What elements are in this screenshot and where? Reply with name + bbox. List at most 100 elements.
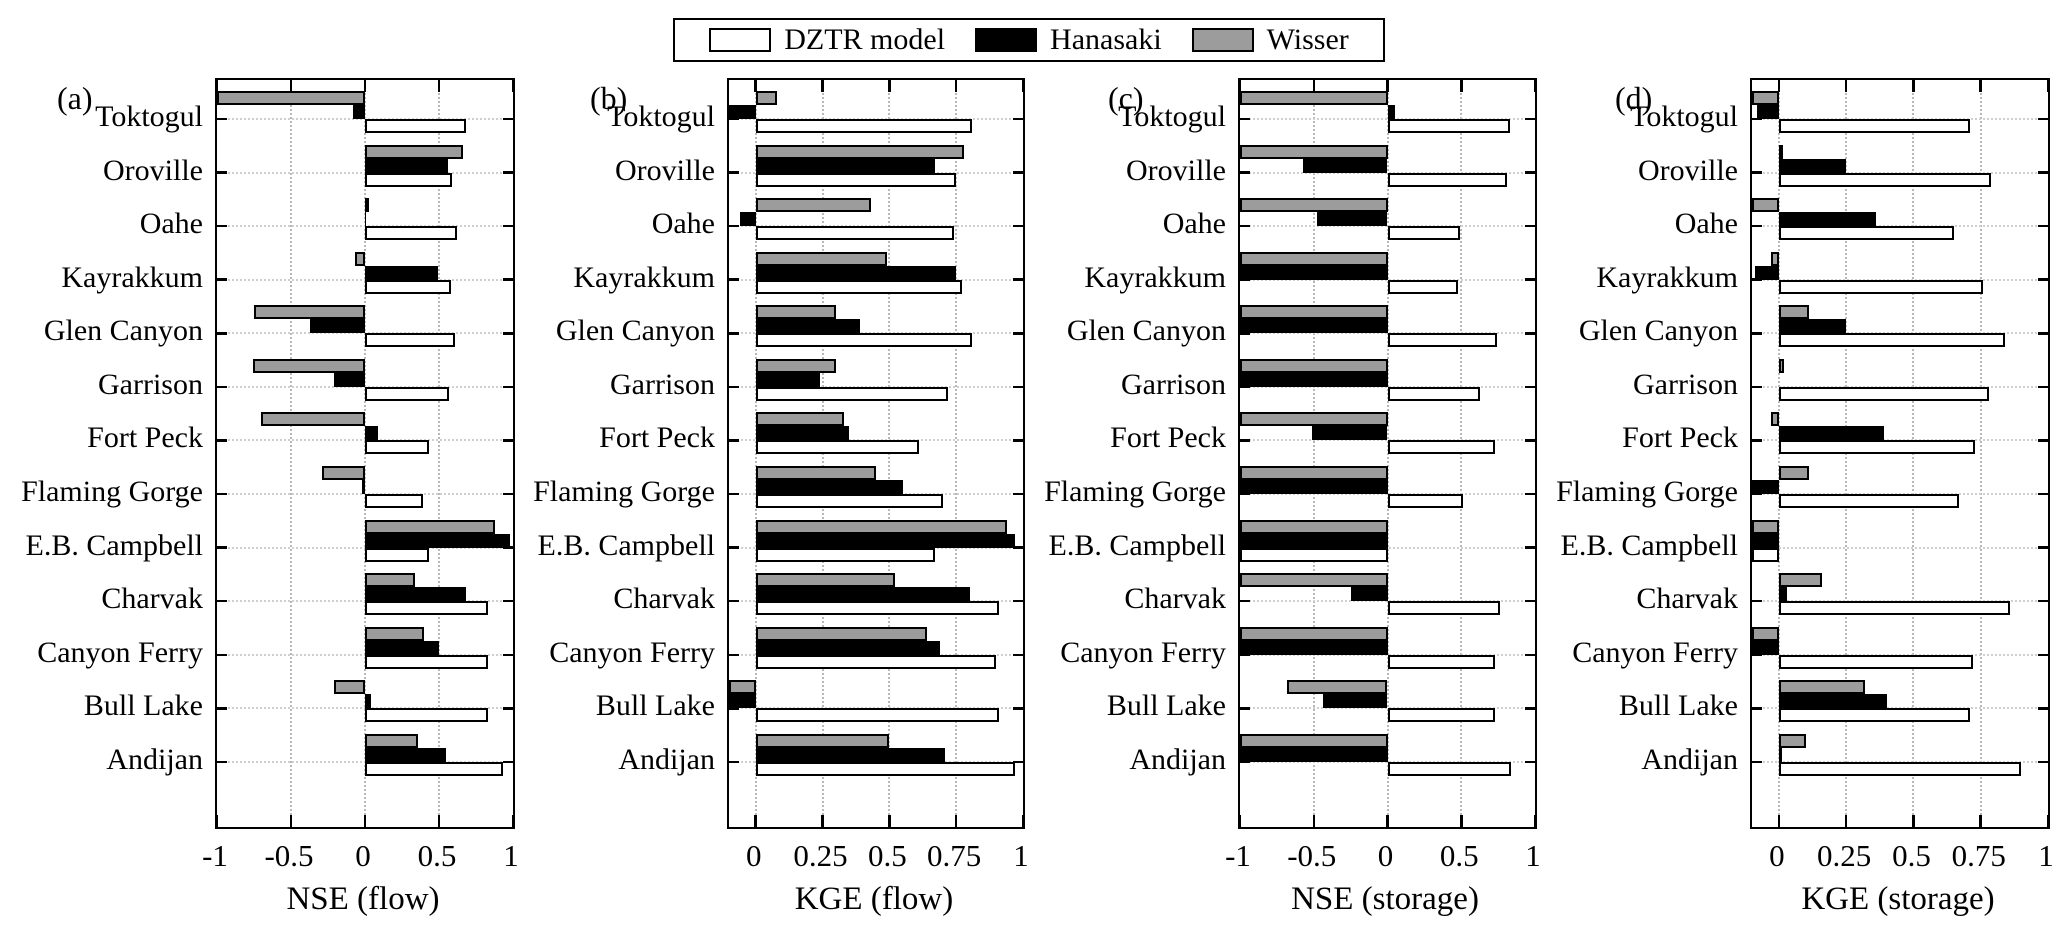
- bar-hanasaki: [1316, 212, 1388, 227]
- x-tick-label: 1: [503, 838, 519, 873]
- x-tick-label: -1: [202, 838, 228, 873]
- bar-hanasaki: [365, 694, 371, 709]
- bar-hanasaki: [1240, 480, 1388, 495]
- bar-dztr-model: [1387, 708, 1496, 723]
- bar-hanasaki: [739, 212, 756, 227]
- category-label: Canyon Ferry: [1572, 635, 1738, 669]
- y-tick-mark: [1752, 653, 1762, 657]
- bar-dztr-model: [365, 333, 456, 348]
- panel-letter-a: (a): [57, 80, 93, 116]
- x-tick-label: -0.5: [264, 838, 314, 873]
- bar-wisser: [1240, 573, 1388, 588]
- y-tick-mark: [729, 707, 739, 710]
- bar-hanasaki: [1757, 105, 1779, 119]
- x-tick-mark: [1533, 815, 1537, 827]
- category-label: Bull Lake: [83, 689, 203, 723]
- category-label: Flaming Gorge: [533, 475, 715, 509]
- y-tick-mark: [2038, 385, 2048, 389]
- bar-dztr-model: [365, 654, 488, 669]
- y-tick-mark: [217, 760, 227, 764]
- category-label: Charvak: [613, 582, 715, 616]
- bar-hanasaki: [729, 105, 756, 119]
- y-tick-mark: [217, 707, 227, 710]
- y-tick-mark: [1240, 599, 1250, 603]
- y-tick-mark: [729, 278, 739, 281]
- bar-wisser: [1240, 626, 1388, 641]
- x-tick-mark: [1460, 815, 1463, 827]
- x-tick-label: 0.25: [793, 838, 848, 873]
- y-tick-mark: [1525, 599, 1535, 603]
- bar-hanasaki: [1778, 158, 1847, 173]
- x-tick-label: 1: [1013, 838, 1029, 873]
- y-tick-mark: [503, 546, 513, 549]
- category-label: Kayrakkum: [61, 260, 203, 294]
- category-label: Canyon Ferry: [37, 635, 203, 669]
- bar-dztr-model: [1778, 440, 1976, 455]
- category-label: Kayrakkum: [1084, 260, 1226, 294]
- bar-dztr-model: [1778, 333, 2005, 348]
- x-tick-mark: [289, 80, 293, 92]
- category-label: Oroville: [1126, 153, 1226, 187]
- panel-letter-b: (b): [590, 80, 628, 116]
- bar-wisser: [365, 144, 463, 159]
- bar-hanasaki: [365, 747, 447, 762]
- bar-wisser: [1287, 680, 1388, 695]
- bar-dztr-model: [1778, 654, 1973, 669]
- bar-dztr-model: [1387, 333, 1497, 348]
- y-tick-mark: [2038, 117, 2048, 121]
- category-label: Oroville: [1638, 153, 1738, 187]
- bar-dztr-model: [365, 226, 457, 241]
- category-label: E.B. Campbell: [25, 528, 203, 562]
- grid-line-vertical: [1312, 80, 1315, 827]
- hanasaki-swatch-icon: [975, 28, 1038, 52]
- y-tick-mark: [217, 224, 227, 228]
- bar-wisser: [1240, 412, 1388, 427]
- category-label: E.B. Campbell: [1048, 528, 1226, 562]
- y-tick-mark: [503, 439, 513, 442]
- bar-dztr-model: [755, 440, 919, 455]
- category-label: Charvak: [101, 582, 203, 616]
- bar-hanasaki: [362, 480, 365, 495]
- x-tick-label: 0.5: [1892, 838, 1931, 873]
- grid-line-vertical: [290, 80, 292, 827]
- x-tick-mark: [2046, 80, 2050, 92]
- y-tick-mark: [1525, 332, 1535, 335]
- bar-wisser: [1752, 198, 1779, 213]
- x-tick-mark: [437, 815, 441, 827]
- y-tick-mark: [1013, 224, 1023, 228]
- bar-hanasaki: [755, 747, 946, 762]
- grid-line-horizontal: [1240, 546, 1535, 549]
- bar-wisser: [1240, 251, 1388, 266]
- category-label: E.B. Campbell: [537, 528, 715, 562]
- y-tick-mark: [1752, 278, 1762, 281]
- y-tick-mark: [2038, 707, 2048, 710]
- bar-dztr-model: [365, 601, 488, 616]
- bar-hanasaki: [1778, 212, 1876, 227]
- y-tick-mark: [1525, 171, 1535, 174]
- y-tick-mark: [217, 171, 227, 174]
- y-tick-mark: [1013, 599, 1023, 603]
- category-label: E.B. Campbell: [1560, 528, 1738, 562]
- y-tick-mark: [729, 224, 739, 228]
- y-tick-mark: [2038, 546, 2048, 549]
- bar-hanasaki: [1303, 158, 1388, 173]
- x-tick-mark: [1312, 815, 1315, 827]
- bar-dztr-model: [1387, 226, 1460, 241]
- bar-dztr-model: [755, 708, 999, 723]
- y-tick-mark: [1525, 117, 1535, 121]
- y-tick-mark: [1525, 492, 1535, 496]
- y-tick-mark: [2038, 492, 2048, 496]
- bar-wisser: [755, 412, 844, 427]
- bar-wisser: [261, 412, 365, 427]
- bar-wisser: [254, 305, 365, 320]
- x-tick-mark: [1844, 80, 1848, 92]
- bar-wisser: [1770, 251, 1779, 266]
- bar-dztr-model: [1387, 279, 1459, 294]
- bar-hanasaki: [365, 158, 448, 173]
- x-tick-mark: [437, 80, 441, 92]
- x-axis-label-a: NSE (flow): [286, 881, 440, 917]
- bar-hanasaki: [1240, 372, 1388, 387]
- y-tick-mark: [217, 599, 227, 603]
- category-label: Fort Peck: [599, 421, 715, 455]
